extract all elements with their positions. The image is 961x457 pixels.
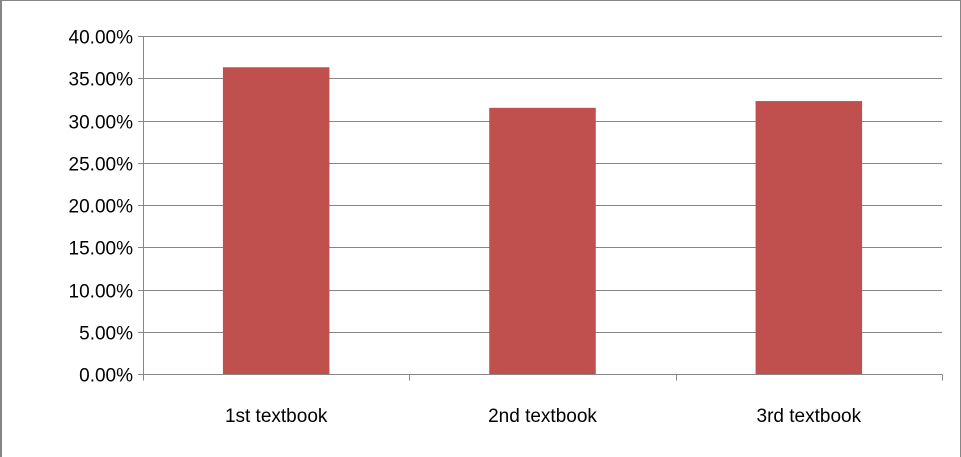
x-tick-label: 3rd textbook <box>757 406 862 427</box>
y-tick-label: 5.00% <box>79 324 133 345</box>
y-tick-label: 15.00% <box>69 239 134 260</box>
y-tick-label: 25.00% <box>69 155 134 176</box>
y-tick-label: 35.00% <box>69 70 134 91</box>
bar <box>489 107 596 374</box>
y-tick-label: 0.00% <box>79 366 133 387</box>
y-tick-label: 40.00% <box>69 28 134 49</box>
x-tick-label: 1st textbook <box>225 406 328 427</box>
bar <box>755 101 863 374</box>
y-tick-label: 10.00% <box>69 282 134 303</box>
bar <box>222 67 330 374</box>
y-tick-label: 20.00% <box>69 197 134 218</box>
x-tick-label: 2nd textbook <box>488 406 597 427</box>
y-tick-label: 30.00% <box>69 113 134 134</box>
